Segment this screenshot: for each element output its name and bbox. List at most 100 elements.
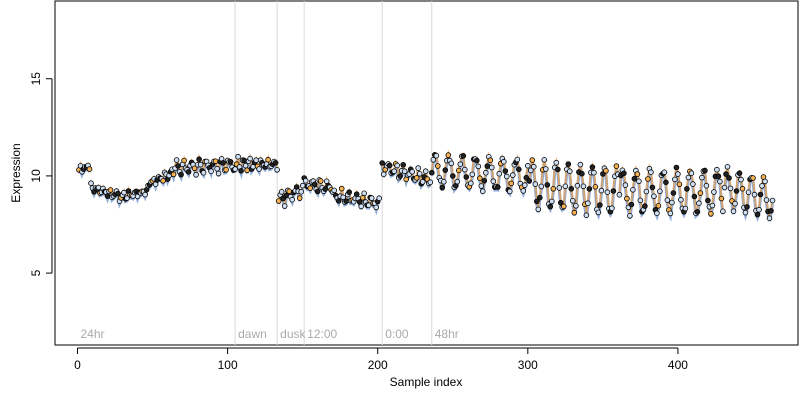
data-point <box>691 193 698 200</box>
data-point <box>757 191 764 198</box>
data-point <box>637 197 644 204</box>
data-point <box>478 183 485 189</box>
data-point <box>738 176 744 183</box>
x-tick-label: 100 <box>218 358 238 372</box>
data-point <box>699 174 705 181</box>
data-point <box>688 170 695 177</box>
data-point <box>482 169 489 176</box>
data-point <box>232 166 238 172</box>
x-tick-label: 200 <box>368 358 388 372</box>
data-point <box>569 198 576 204</box>
data-point <box>376 195 383 202</box>
data-point <box>535 206 542 213</box>
data-point <box>690 181 696 187</box>
data-point <box>603 168 609 174</box>
data-point <box>715 173 722 180</box>
data-point <box>530 163 537 170</box>
data-point <box>622 182 629 188</box>
data-point <box>214 165 220 172</box>
data-point <box>750 175 756 181</box>
data-point <box>208 168 214 175</box>
data-point <box>88 180 94 187</box>
data-point <box>442 167 449 173</box>
data-point <box>727 185 734 192</box>
data-point <box>536 194 543 201</box>
data-point <box>322 186 329 192</box>
data-point <box>467 180 474 187</box>
data-point <box>104 193 111 199</box>
data-point <box>479 188 486 195</box>
data-point <box>281 203 288 209</box>
data-point <box>191 165 198 172</box>
data-point <box>346 189 353 196</box>
data-point <box>682 205 689 212</box>
data-point <box>628 201 635 208</box>
data-point <box>400 162 407 168</box>
data-point <box>526 178 533 184</box>
data-point <box>624 195 630 202</box>
data-point <box>454 178 461 185</box>
data-point <box>630 187 636 193</box>
data-point <box>673 164 680 171</box>
data-point <box>253 157 259 164</box>
data-point <box>696 200 702 207</box>
y-tick-label: 15 <box>29 72 43 86</box>
y-axis: 5 10 15 <box>29 72 53 276</box>
data-point <box>598 187 605 194</box>
data-point <box>705 197 711 204</box>
marker-label: 0:00 <box>385 327 409 341</box>
data-point <box>533 198 540 205</box>
data-point <box>732 200 738 207</box>
data-point <box>745 189 752 196</box>
data-point <box>702 167 708 174</box>
data-point <box>503 173 510 180</box>
data-point <box>542 166 549 172</box>
data-point <box>592 184 599 190</box>
data-point <box>654 210 660 217</box>
data-point <box>613 163 620 169</box>
marker-label: 24hr <box>81 327 105 341</box>
data-point <box>616 191 623 198</box>
data-point <box>331 187 338 194</box>
marker-label: dawn <box>238 327 267 341</box>
data-point <box>275 198 282 204</box>
marker-label: dusk <box>280 327 306 341</box>
data-point <box>547 203 554 210</box>
data-point <box>244 167 250 174</box>
data-point <box>568 186 575 192</box>
data-point <box>265 156 271 163</box>
data-point <box>107 187 114 193</box>
data-point <box>401 168 408 175</box>
x-axis: 0 100 200 300 400 <box>74 347 688 372</box>
data-point <box>379 160 386 166</box>
data-point <box>669 199 675 206</box>
data-point <box>170 171 177 178</box>
data-point <box>667 210 674 217</box>
data-point <box>500 158 507 165</box>
data-point <box>685 174 692 181</box>
data-point <box>440 179 447 185</box>
data-point <box>768 208 774 214</box>
data-point <box>449 173 456 179</box>
data-point <box>242 162 249 169</box>
data-point <box>256 166 262 172</box>
data-point <box>718 195 725 202</box>
data-point <box>554 166 561 173</box>
data-point <box>514 156 521 163</box>
data-point <box>448 160 455 167</box>
data-point <box>343 198 350 205</box>
data-point <box>175 163 181 169</box>
data-point <box>302 177 309 184</box>
data-point <box>445 152 452 158</box>
data-point <box>730 208 737 215</box>
data-point <box>643 188 650 195</box>
data-point <box>413 175 420 181</box>
data-point <box>548 198 555 205</box>
data-point <box>589 164 596 170</box>
data-point <box>476 175 483 182</box>
data-point <box>515 166 522 173</box>
data-point <box>433 152 440 159</box>
data-point <box>307 185 314 191</box>
data-point <box>200 169 207 176</box>
marker-lines <box>234 1 433 345</box>
